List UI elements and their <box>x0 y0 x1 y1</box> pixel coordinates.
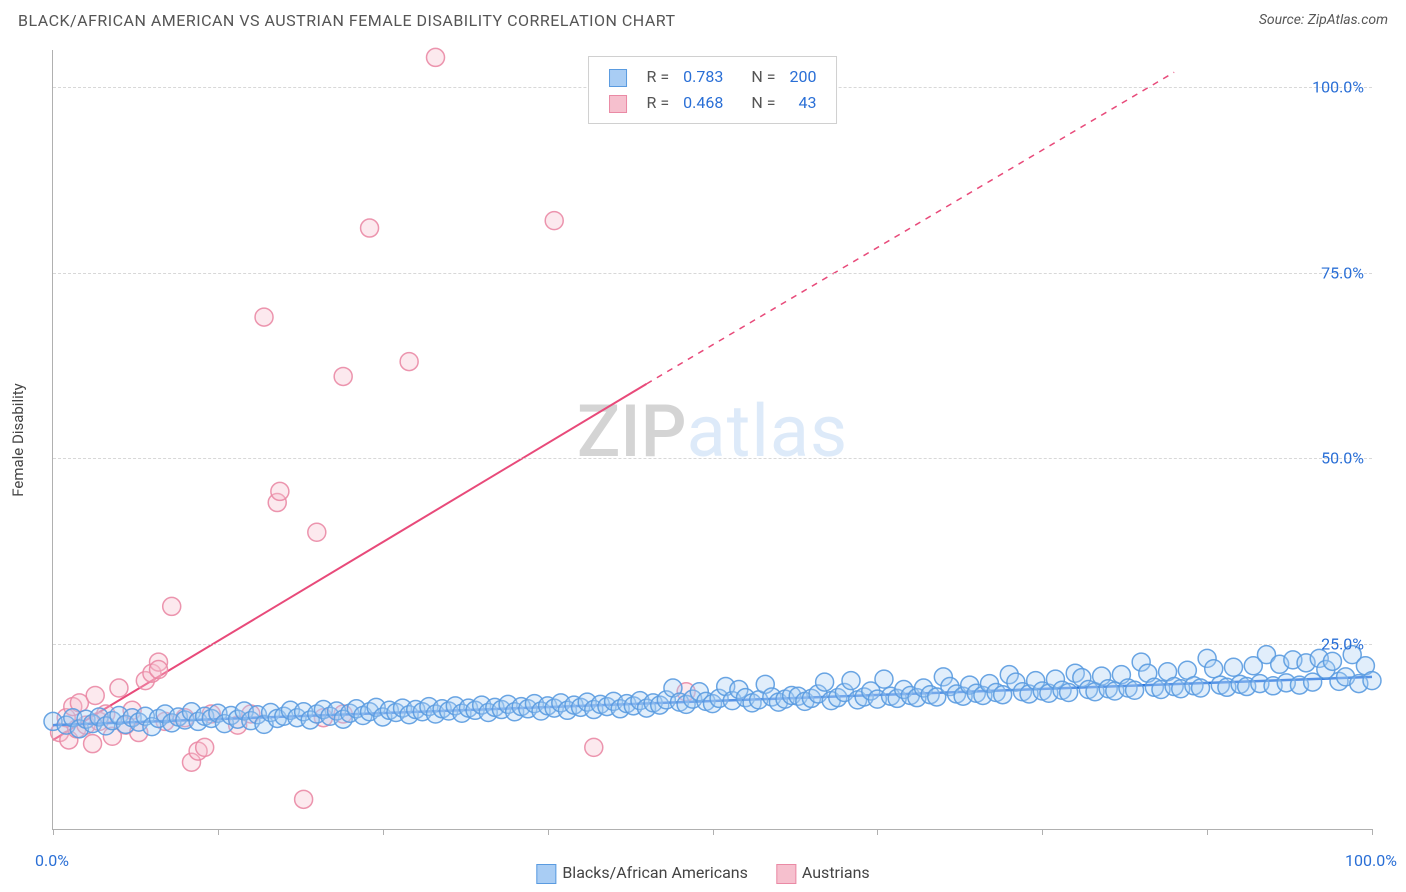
legend-stat-row-pink: R =0.468 N =43 <box>603 91 823 115</box>
x-tick-label: 100.0% <box>1345 851 1397 870</box>
x-tick <box>1042 829 1043 835</box>
legend-r-label: R = <box>641 91 676 115</box>
legend-n-value-blue: 200 <box>783 65 822 89</box>
legend-r-value-blue: 0.783 <box>677 65 729 89</box>
legend-n-label: N = <box>745 91 781 115</box>
data-point-pink <box>86 686 104 704</box>
x-tick <box>1372 829 1373 835</box>
x-tick <box>383 829 384 835</box>
data-point-blue <box>1205 660 1223 678</box>
data-point-pink <box>427 48 445 66</box>
legend-r-value-pink: 0.468 <box>677 91 729 115</box>
y-axis-label: Female Disability <box>9 383 27 497</box>
legend-swatch-pink <box>776 864 796 884</box>
data-point-pink <box>255 308 273 326</box>
x-tick <box>1207 829 1208 835</box>
chart-svg <box>53 50 1372 829</box>
gridline-h <box>53 644 1372 645</box>
legend-label-pink: Austrians <box>802 863 870 882</box>
data-point-pink <box>110 679 128 697</box>
data-point-pink <box>361 219 379 237</box>
data-point-pink <box>308 523 326 541</box>
x-tick <box>713 829 714 835</box>
legend-n-value-pink: 43 <box>783 91 822 115</box>
data-point-blue <box>1192 679 1210 697</box>
data-point-blue <box>875 670 893 688</box>
legend-swatch-blue <box>609 69 627 87</box>
legend-swatch-pink <box>609 95 627 113</box>
legend-label-blue: Blacks/African Americans <box>562 863 748 882</box>
data-point-pink <box>84 735 102 753</box>
y-tick-label: 50.0% <box>1321 449 1364 468</box>
data-point-pink <box>585 738 603 756</box>
data-point-blue <box>1363 672 1381 690</box>
data-point-blue <box>816 673 834 691</box>
legend-item-blue: Blacks/African Americans <box>536 863 748 884</box>
y-tick-label: 75.0% <box>1321 263 1364 282</box>
data-point-blue <box>1060 683 1078 701</box>
x-tick <box>218 829 219 835</box>
data-point-pink <box>271 482 289 500</box>
plot-area: ZIPatlas R =0.783N =200R =0.468N =43 25.… <box>52 50 1372 830</box>
data-point-pink <box>150 660 168 678</box>
gridline-h <box>53 273 1372 274</box>
x-tick-label: 0.0% <box>35 851 69 870</box>
chart-header: BLACK/AFRICAN AMERICAN VS AUSTRIAN FEMAL… <box>0 0 1406 40</box>
data-point-blue <box>1225 658 1243 676</box>
legend-r-label: R = <box>641 65 676 89</box>
data-point-pink <box>163 597 181 615</box>
y-tick-label: 100.0% <box>1312 78 1364 97</box>
data-point-blue <box>1126 681 1144 699</box>
legend-item-pink: Austrians <box>776 863 870 884</box>
y-tick-label: 25.0% <box>1321 634 1364 653</box>
chart-source: Source: ZipAtlas.com <box>1259 12 1388 28</box>
data-point-blue <box>1323 652 1341 670</box>
data-point-blue <box>842 672 860 690</box>
legend-stat-row-blue: R =0.783 N =200 <box>603 65 823 89</box>
data-point-pink <box>400 353 418 371</box>
legend-series: Blacks/African Americans Austrians <box>536 863 869 884</box>
x-tick <box>548 829 549 835</box>
data-point-pink <box>196 738 214 756</box>
gridline-h <box>53 458 1372 459</box>
data-point-pink <box>334 367 352 385</box>
x-tick <box>53 829 54 835</box>
chart-title: BLACK/AFRICAN AMERICAN VS AUSTRIAN FEMAL… <box>18 11 676 30</box>
legend-swatch-blue <box>536 864 556 884</box>
x-tick <box>877 829 878 835</box>
data-point-pink <box>545 212 563 230</box>
legend-n-label: N = <box>745 65 781 89</box>
data-point-pink <box>295 790 313 808</box>
legend-stats: R =0.783 N =200 R =0.468 N =43 <box>588 56 838 124</box>
